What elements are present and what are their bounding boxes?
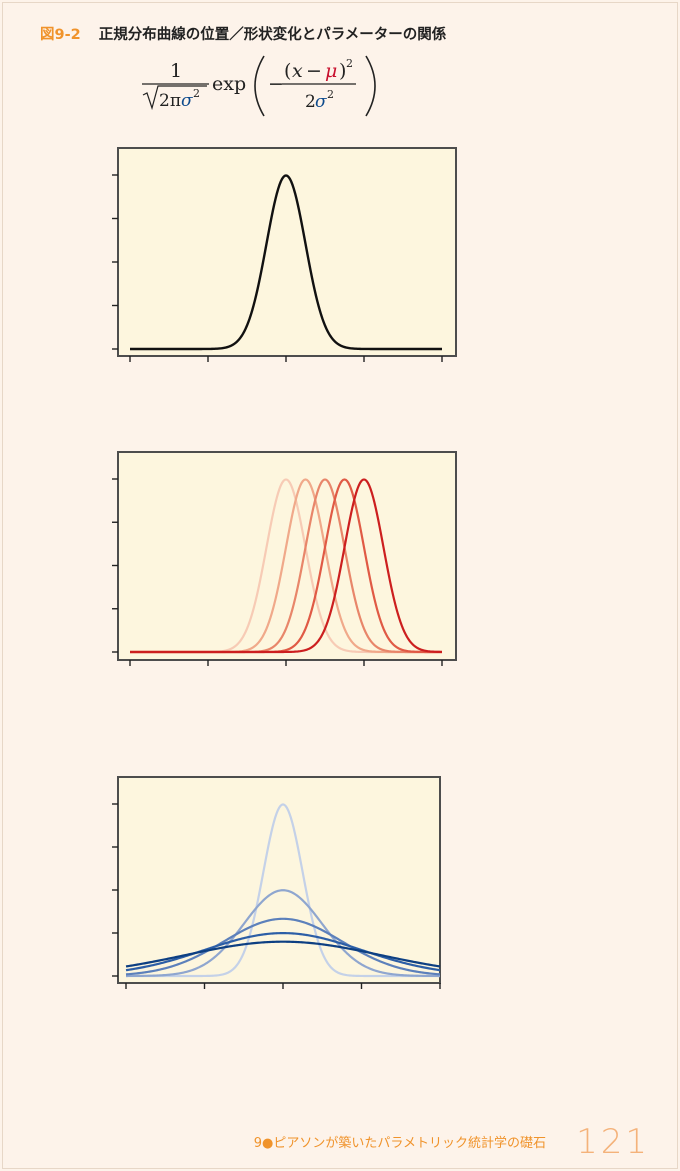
formula-exp2-3: 2: [327, 88, 334, 101]
plot-area: [117, 147, 457, 357]
formula-minus: −: [268, 73, 284, 95]
chart-B-svg: [112, 776, 441, 989]
formula: 1 2π σ 2 exp − ( x − μ ) 2 2 σ 2: [142, 55, 376, 117]
formula-numerator: 1: [170, 60, 182, 82]
page-number: 121: [576, 1122, 650, 1162]
chart-panel-A: [0, 430, 680, 720]
footer-text: 9●ピアソンが築いたパラメトリック統計学の礎石: [253, 1136, 546, 1151]
figure-header: 図9-2 正規分布曲線の位置／形状変化とパラメーターの関係: [40, 23, 446, 44]
series-line-1.5: [125, 917, 441, 976]
chart-panel-basic: [0, 140, 680, 415]
formula-denominator-sqrt: 2π: [159, 91, 181, 111]
figure-title: 正規分布曲線の位置／形状変化とパラメーターの関係: [98, 27, 447, 43]
formula-exp: exp: [212, 73, 246, 95]
formula-two: 2: [305, 92, 316, 112]
svg-text:−: −: [306, 60, 322, 82]
formula-sigma-1: σ: [181, 91, 193, 111]
chart-panel-B: [0, 755, 680, 1045]
formula-mu: μ: [325, 60, 337, 82]
series-line-2: [130, 478, 443, 654]
formula-exp2-1: 2: [193, 87, 200, 100]
series-line-2.5: [125, 940, 441, 968]
series-line-0.5: [126, 803, 440, 978]
series-line-2: [125, 932, 441, 972]
svg-text:): ): [339, 60, 346, 82]
chart-basic-svg: [112, 147, 457, 362]
formula-sigma-2: σ: [315, 92, 327, 112]
series-line-main: [130, 174, 442, 351]
svg-text:(: (: [284, 60, 291, 82]
footer: 9●ピアソンが築いたパラメトリック統計学の礎石 121: [0, 1122, 680, 1162]
formula-x: x: [292, 60, 303, 82]
plot-area: [117, 776, 441, 984]
chart-A-svg: [112, 451, 457, 666]
figure-label: 図9-2: [40, 27, 81, 43]
formula-exp2-2: 2: [346, 57, 353, 70]
series-line-1: [126, 889, 440, 978]
